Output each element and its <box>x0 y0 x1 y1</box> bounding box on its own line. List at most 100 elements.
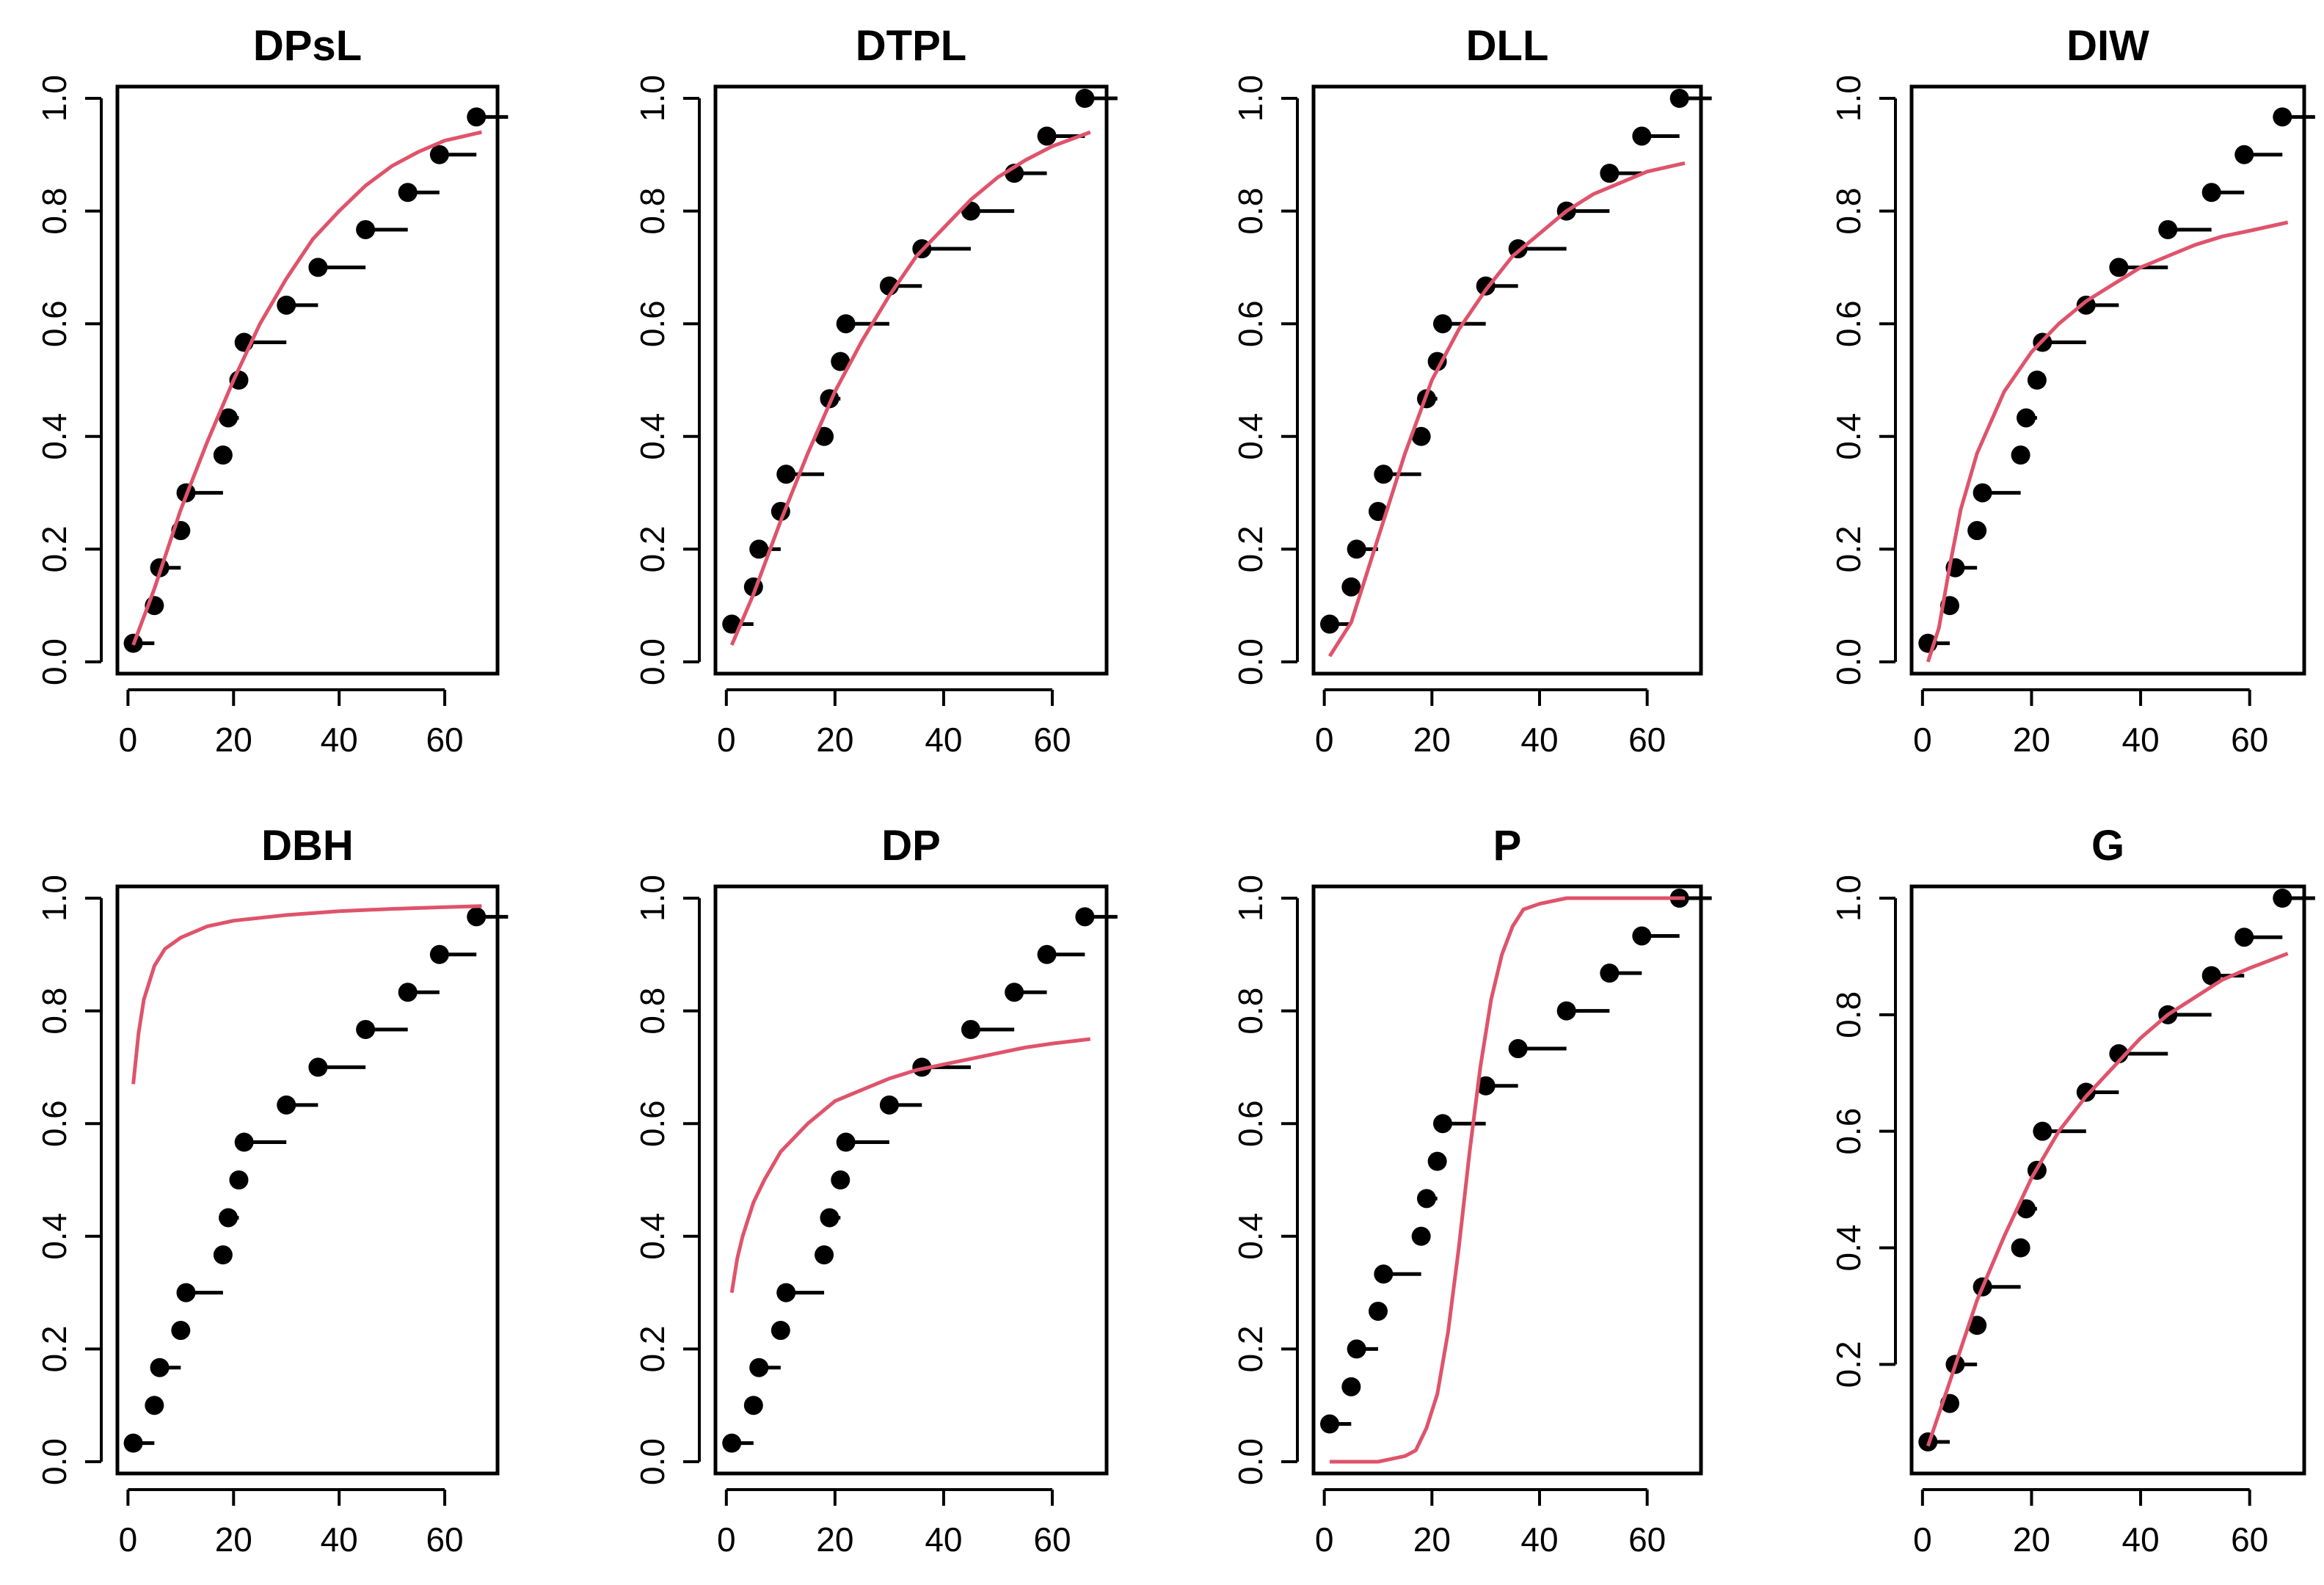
x-tick-label: 20 <box>2013 1520 2050 1559</box>
empirical-point <box>1556 1001 1576 1021</box>
y-tick-label: 0.6 <box>1829 300 1868 347</box>
x-tick-label: 20 <box>215 1520 252 1559</box>
empirical-point <box>1669 89 1689 108</box>
empirical-point <box>1632 926 1652 946</box>
x-tick-label: 60 <box>426 721 463 759</box>
empirical-point <box>277 295 296 315</box>
y-tick-label: 0.2 <box>633 525 671 572</box>
empirical-point <box>2011 445 2030 465</box>
empirical-point <box>1600 164 1620 183</box>
y-tick-label: 0.2 <box>1231 1325 1270 1372</box>
empirical-point <box>429 944 449 964</box>
empirical-point <box>467 907 487 927</box>
empirical-point <box>2017 408 2036 428</box>
empirical-point <box>1967 1316 1987 1336</box>
empirical-point <box>219 1208 238 1228</box>
y-tick-label: 0.6 <box>1231 1100 1270 1147</box>
fitted-curve <box>131 904 482 1085</box>
y-tick-label: 0.0 <box>633 638 671 685</box>
empirical-point <box>1374 1264 1394 1284</box>
y-tick-label: 1.0 <box>35 75 73 122</box>
empirical-point <box>1369 501 1388 521</box>
empirical-point <box>1005 983 1024 1002</box>
plot-box <box>713 884 1109 1476</box>
empirical-point <box>836 1132 856 1152</box>
empirical-point <box>145 1396 164 1415</box>
empirical-point <box>1600 963 1620 983</box>
y-tick-label: 0.8 <box>35 988 73 1035</box>
fitted-curve <box>729 1037 1091 1293</box>
x-tick-label: 0 <box>717 721 736 759</box>
empirical-point <box>1508 1039 1528 1059</box>
empirical-point <box>2027 371 2047 390</box>
x-tick-label: 40 <box>925 1520 962 1559</box>
empirical-point <box>229 1170 249 1189</box>
y-tick-label: 0.8 <box>35 188 73 235</box>
x-tick-label: 60 <box>1628 1520 1666 1559</box>
fitted-curve <box>1330 896 1685 1464</box>
empirical-point <box>776 1283 796 1302</box>
empirical-point <box>1341 577 1361 597</box>
x-tick-label: 40 <box>321 1520 358 1559</box>
empirical-point <box>1341 1377 1361 1396</box>
y-tick-label: 1.0 <box>1231 875 1270 922</box>
x-tick-label: 0 <box>1913 1520 1932 1559</box>
empirical-point <box>749 539 769 559</box>
y-tick-label: 0.0 <box>35 1438 73 1485</box>
empirical-point <box>1632 126 1652 146</box>
y-tick-label: 0.0 <box>633 1438 671 1485</box>
panel-g: G 0 20 40 60 0.2 0.4 0.6 0.8 1.0 <box>1829 822 2315 1559</box>
y-tick-label: 0.6 <box>35 300 73 347</box>
x-tick-label: 20 <box>215 721 252 759</box>
empirical-point <box>176 1283 196 1302</box>
y-tick-label: 0.4 <box>1829 1225 1868 1272</box>
x-tick-label: 0 <box>119 721 138 759</box>
plot-box <box>1909 884 2306 1476</box>
plot-box <box>115 884 500 1476</box>
panel-diw: DIW 0 20 40 60 0.0 0.2 0.4 0.6 0.8 1.0 <box>1829 22 2315 759</box>
empirical-point <box>2109 258 2129 277</box>
empirical-point <box>1075 907 1095 927</box>
y-tick-label: 0.2 <box>1231 525 1270 572</box>
y-tick-label: 0.0 <box>1231 1438 1270 1485</box>
x-tick-label: 20 <box>816 721 853 759</box>
empirical-point <box>1411 426 1431 446</box>
fitted-curve <box>1327 161 1686 657</box>
x-tick-label: 60 <box>2231 1520 2268 1559</box>
empirical-point <box>398 183 418 203</box>
empirical-point <box>171 1321 191 1341</box>
empirical-point <box>150 1358 170 1377</box>
empirical-point <box>429 145 449 164</box>
y-tick-label: 0.4 <box>633 413 671 460</box>
x-tick-label: 40 <box>1520 721 1558 759</box>
empirical-point <box>213 445 233 465</box>
y-tick-label: 0.4 <box>633 1213 671 1260</box>
empirical-point <box>831 1170 850 1189</box>
x-tick-label: 40 <box>2121 1520 2159 1559</box>
y-tick-label: 1.0 <box>1231 75 1270 122</box>
empirical-point <box>2201 183 2221 203</box>
fitted-curve <box>729 130 1091 646</box>
panel-p: P 0 20 40 60 0.0 0.2 0.4 0.6 0.8 1.0 <box>1231 822 1712 1559</box>
empirical-point <box>1347 539 1366 559</box>
empirical-point <box>1320 614 1339 634</box>
x-tick-label: 40 <box>1520 1520 1558 1559</box>
plot-box <box>1909 84 2306 676</box>
y-tick-label: 0.8 <box>1829 991 1868 1038</box>
plot-box <box>1311 84 1703 676</box>
empirical-point <box>1973 483 1992 503</box>
y-tick-label: 0.2 <box>1829 1341 1868 1388</box>
panel-dtpl: DTPL 0 20 40 60 0.0 0.2 0.4 0.6 0.8 1.0 <box>633 22 1118 759</box>
empirical-point <box>815 426 834 446</box>
empirical-point <box>1967 521 1987 541</box>
y-tick-label: 0.8 <box>1231 188 1270 235</box>
panel-title: DP <box>881 822 941 870</box>
panel-dbh: DBH 0 20 40 60 0.0 0.2 0.4 0.6 0.8 1.0 <box>35 822 509 1559</box>
empirical-point <box>722 1433 742 1453</box>
empirical-point <box>1374 464 1394 484</box>
empirical-point <box>743 1396 763 1415</box>
y-tick-label: 0.4 <box>35 1213 73 1260</box>
panel-dll: DLL 0 20 40 60 0.0 0.2 0.4 0.6 0.8 1.0 <box>1231 22 1712 759</box>
empirical-point <box>815 1245 834 1265</box>
